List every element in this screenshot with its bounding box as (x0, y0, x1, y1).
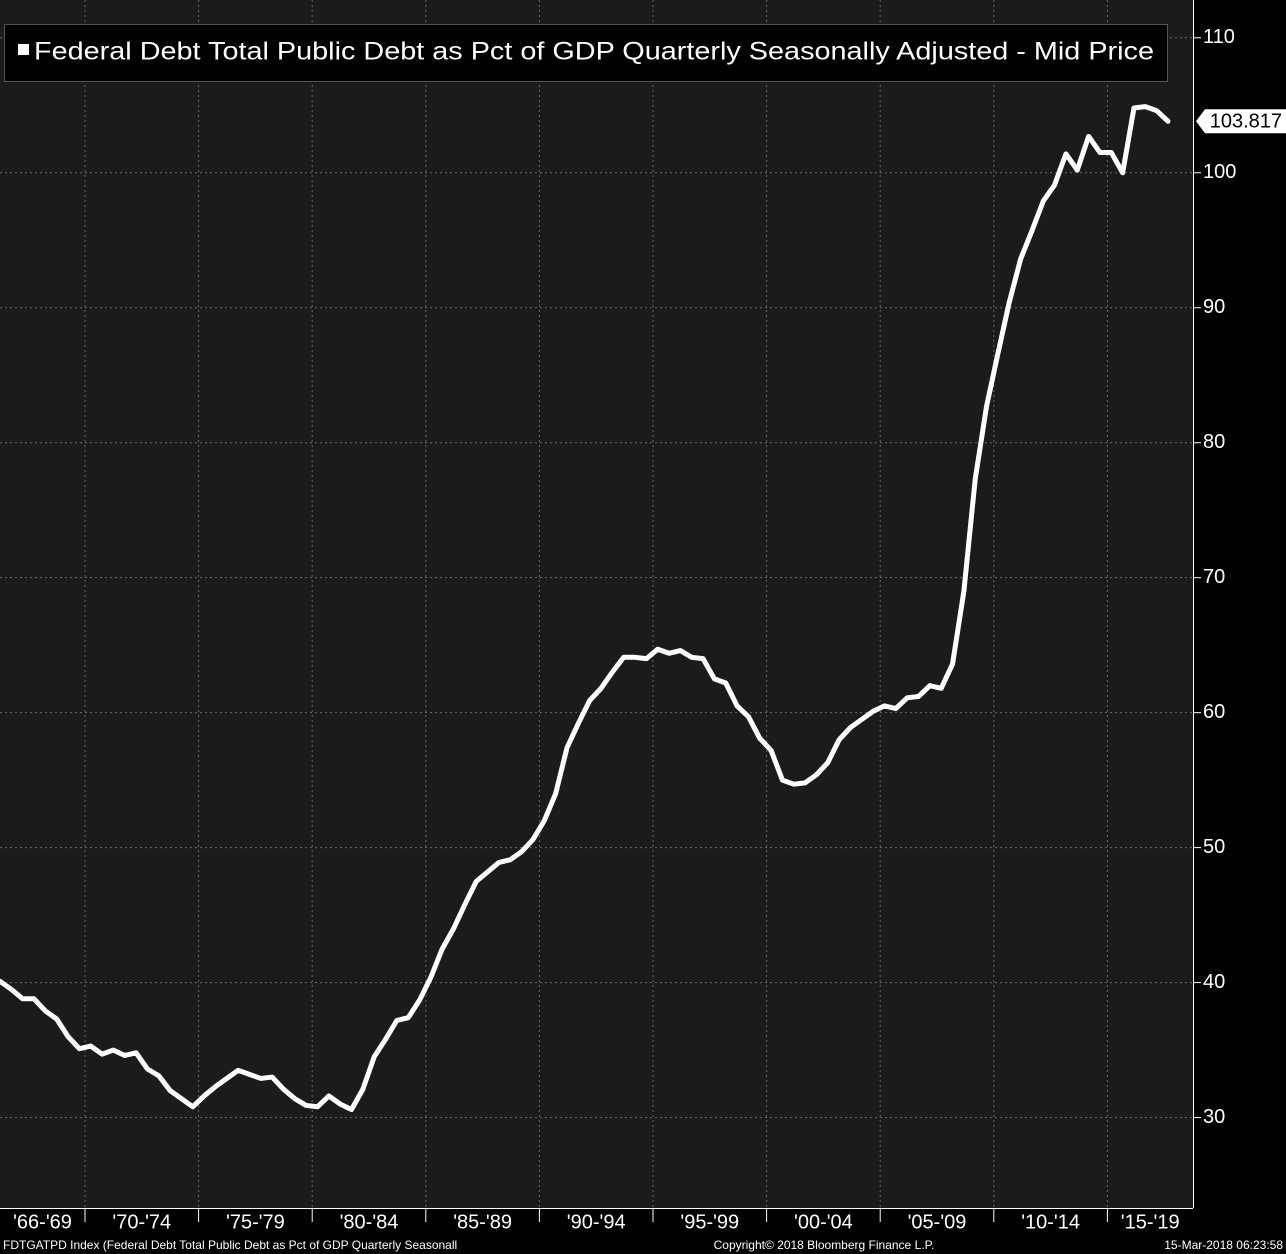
plot-area (0, 0, 1193, 1208)
x-tick-label: '70-'74 (112, 1211, 171, 1233)
legend-box (4, 24, 1168, 82)
legend: Federal Debt Total Public Debt as Pct of… (4, 24, 1168, 82)
x-tick-label: '66-'69 (13, 1211, 72, 1233)
x-tick-label: '00-'04 (794, 1211, 853, 1233)
x-tick-label: '95-'99 (680, 1211, 739, 1233)
y-tick-label: 50 (1203, 836, 1225, 858)
marks (0, 104, 1171, 1112)
legend-label: Federal Debt Total Public Debt as Pct of… (34, 38, 1154, 66)
y-tick-label: 60 (1203, 701, 1225, 723)
x-tick-label: '80-'84 (340, 1211, 399, 1233)
legend-swatch (18, 44, 29, 55)
y-tick-label: 80 (1203, 431, 1225, 453)
y-tick-label: 110 (1203, 26, 1235, 48)
last-value-box (1196, 109, 1286, 134)
line-series (0, 104, 1171, 1112)
footer-center: Copyright© 2018 Bloomberg Finance L.P. (714, 1238, 935, 1252)
last-value-label: 103.817 (1210, 111, 1282, 133)
x-tick-label: '85-'89 (453, 1211, 512, 1233)
x-tick-label: '75-'79 (226, 1211, 285, 1233)
y-tick-label: 70 (1203, 566, 1225, 588)
x-tick-label: '15-'19 (1121, 1211, 1180, 1233)
x-tick-label: '05-'09 (908, 1211, 967, 1233)
y-tick-label: 30 (1203, 1106, 1225, 1128)
y-tick-label: 90 (1203, 296, 1225, 318)
footer-left: FDTGATPD Index (Federal Debt Total Publi… (3, 1238, 457, 1252)
y-tick-label: 100 (1203, 161, 1236, 183)
footer-right: 15-Mar-2018 06:23:58 (1164, 1238, 1283, 1252)
y-tick-label: 40 (1203, 971, 1225, 993)
axes: 30 40 50 60 70 80 90 100 110 '66-'69 '70-'74 '75-'7… (13, 26, 1286, 1233)
x-tick-label: '10-'14 (1021, 1211, 1080, 1233)
grid (0, 0, 1193, 1208)
x-tick-label: '90-'94 (567, 1211, 626, 1233)
